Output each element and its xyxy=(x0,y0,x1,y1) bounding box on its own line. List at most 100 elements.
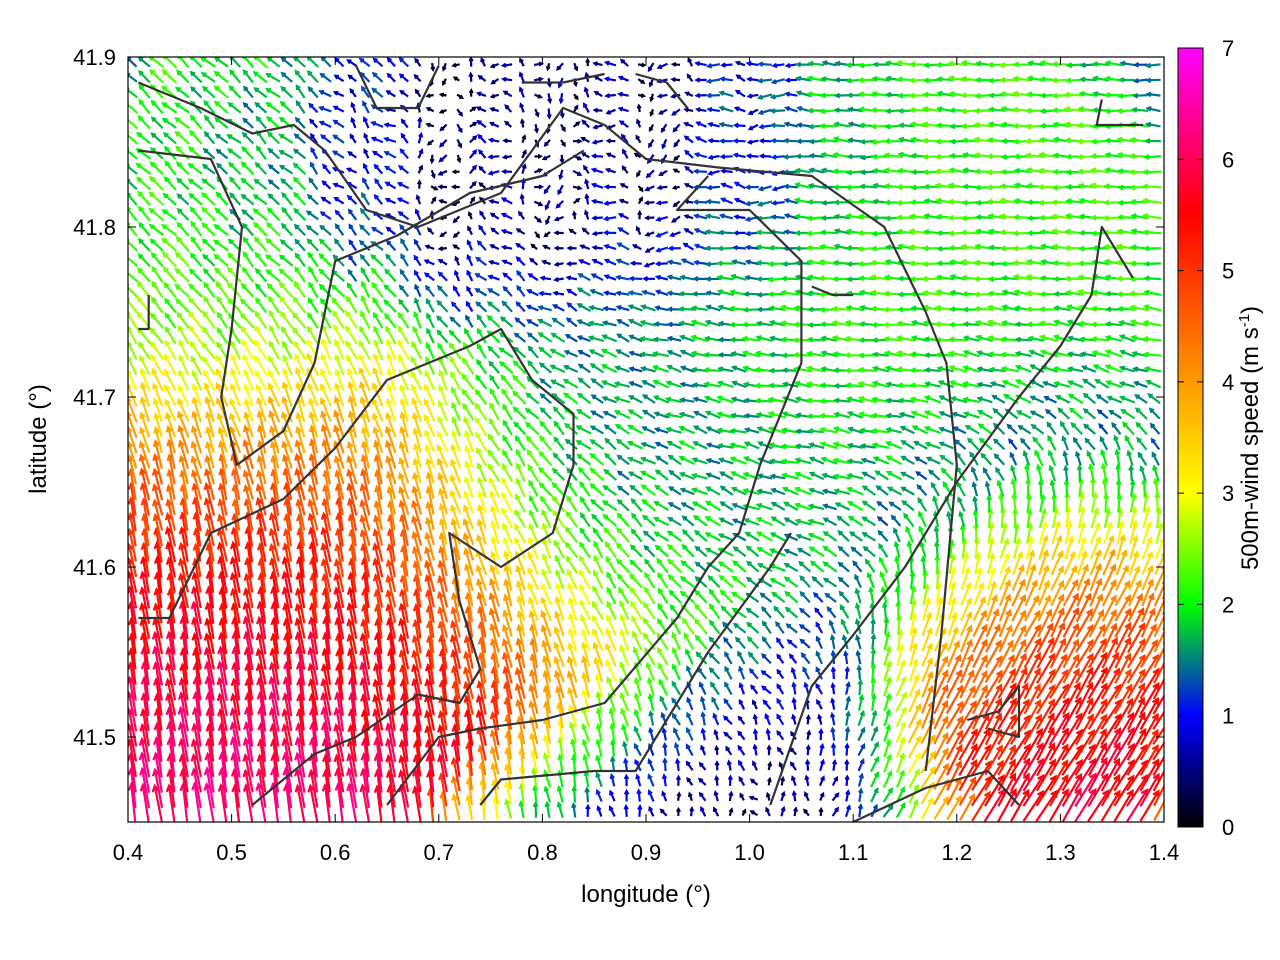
wind-vector xyxy=(515,448,526,467)
wind-vector xyxy=(502,434,513,451)
wind-vector xyxy=(631,615,643,636)
wind-vector xyxy=(320,352,332,376)
wind-vector xyxy=(705,486,721,496)
wind-vector xyxy=(623,788,630,802)
wind-vector xyxy=(1049,621,1066,654)
wind-vector xyxy=(921,642,933,667)
wind-vector xyxy=(616,512,630,528)
wind-vector xyxy=(822,545,838,558)
wind-vector xyxy=(639,304,656,312)
wind-vector xyxy=(819,441,838,450)
wind-vector xyxy=(399,411,409,438)
wind-vector xyxy=(1132,380,1148,389)
wind-vector xyxy=(436,299,449,313)
wind-vector xyxy=(616,319,630,328)
wind-vector xyxy=(1113,683,1133,715)
wind-vector xyxy=(708,602,721,620)
wind-vector xyxy=(399,425,409,454)
wind-vector xyxy=(691,501,708,512)
wind-vector xyxy=(713,806,720,817)
wind-vector xyxy=(1102,563,1117,592)
wind-vector xyxy=(256,469,267,500)
wind-vector xyxy=(921,684,934,714)
wind-vector xyxy=(165,424,176,454)
x-tick-label: 0.9 xyxy=(631,840,662,865)
wind-vector xyxy=(501,624,513,653)
wind-vector xyxy=(501,491,514,514)
wind-vector xyxy=(714,774,720,786)
colorbar-tick-label: 7 xyxy=(1222,36,1234,61)
wind-vector xyxy=(844,742,850,756)
wind-vector xyxy=(780,458,799,465)
colorbar-title: 500m-wind speed (m s-1) xyxy=(1236,306,1264,570)
wind-vector xyxy=(528,479,539,498)
wind-vector xyxy=(1118,395,1136,404)
wind-vector xyxy=(946,743,963,776)
wind-vector xyxy=(676,791,682,801)
wind-vector xyxy=(488,607,500,638)
wind-vector xyxy=(436,315,449,328)
wind-vector xyxy=(830,726,836,741)
wind-vector xyxy=(1114,594,1131,622)
wind-vector xyxy=(940,467,954,482)
wind-vector xyxy=(1152,677,1164,700)
wind-vector xyxy=(605,613,617,636)
wind-vector xyxy=(815,621,824,634)
wind-vector xyxy=(708,588,721,604)
wind-vector xyxy=(398,633,410,670)
wind-vector xyxy=(1087,713,1107,746)
wind-vector xyxy=(653,427,669,434)
wind-vector xyxy=(527,272,539,282)
wind-vector xyxy=(1000,522,1008,544)
wind-vector xyxy=(997,697,1017,730)
wind-vector xyxy=(449,619,461,654)
wind-vector xyxy=(854,587,862,604)
wind-vector xyxy=(566,670,578,699)
wind-vector xyxy=(698,761,707,771)
wind-vector xyxy=(562,364,579,373)
wind-vector xyxy=(837,576,850,588)
wind-vector xyxy=(1114,636,1132,669)
wind-vector xyxy=(1015,410,1032,420)
wind-vector xyxy=(919,540,927,559)
wind-vector xyxy=(680,502,695,511)
wind-vector xyxy=(749,778,759,786)
wind-vector xyxy=(1036,622,1054,654)
wind-vector xyxy=(163,281,177,298)
wind-vector xyxy=(449,633,461,670)
wind-vector xyxy=(768,305,786,312)
wind-vector xyxy=(581,655,591,683)
wind-vector xyxy=(589,439,605,450)
wind-vector xyxy=(528,494,539,513)
wind-vector xyxy=(1149,422,1161,435)
wind-vector xyxy=(806,729,812,740)
wind-vector xyxy=(308,411,319,438)
wind-vector xyxy=(1084,437,1096,451)
wind-vector xyxy=(986,319,1007,327)
wind-vector xyxy=(750,684,759,695)
wind-vector xyxy=(921,289,942,297)
wind-vector xyxy=(551,317,566,328)
wind-vector xyxy=(909,382,929,389)
wind-vector xyxy=(921,656,934,683)
wind-vector xyxy=(1100,667,1121,700)
wind-vector xyxy=(908,688,921,713)
wind-vector xyxy=(476,327,487,344)
wind-vector xyxy=(938,426,954,434)
wind-vector xyxy=(577,466,592,482)
wind-vector xyxy=(836,515,850,527)
wind-vector xyxy=(819,791,825,802)
wind-vector xyxy=(189,252,203,268)
wind-vector xyxy=(255,297,268,314)
wind-vector xyxy=(693,529,708,543)
wind-vector xyxy=(553,669,565,699)
wind-vector xyxy=(776,713,785,726)
wind-vector xyxy=(1008,438,1018,450)
wind-vector xyxy=(541,568,552,590)
wind-vector xyxy=(846,458,864,465)
wind-vector xyxy=(954,439,967,450)
wind-vector xyxy=(580,613,591,636)
wind-vector xyxy=(783,548,799,557)
wind-vector xyxy=(1087,698,1108,730)
wind-vector xyxy=(614,423,631,435)
